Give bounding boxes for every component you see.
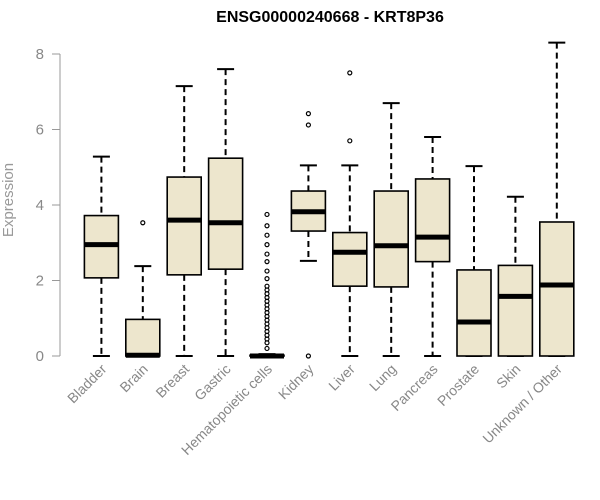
box-group [83,41,575,359]
y-axis-label: Expression [0,163,17,237]
box-0 [83,155,120,357]
box-iqr [456,269,492,357]
outlier-point [264,276,270,282]
x-tick-label: Breast [152,361,192,401]
box-10 [497,195,534,357]
outlier-point [264,211,270,218]
outlier-point [264,259,270,265]
x-tick-label: Bladder [64,361,110,407]
outlier-point [264,283,270,289]
outlier-point [264,242,270,248]
outlier-point [347,138,353,144]
y-tick-label: 8 [36,46,44,63]
box-iqr [497,264,534,357]
box-1 [125,220,161,358]
y-tick-label: 2 [36,273,44,290]
box-iqr [207,157,244,270]
box-9 [456,165,492,357]
x-tick-label: Brain [116,361,150,395]
outlier-point [305,111,311,117]
box-iqr [538,221,575,357]
x-tick-label: Skin [493,361,524,392]
outlier-point [305,353,311,359]
outlier-point [264,251,270,257]
box-8 [414,136,451,357]
box-7 [373,102,410,357]
outlier-point [347,70,353,76]
box-2 [166,85,202,357]
x-tick-label: Prostate [434,361,482,409]
x-tick-label: Unknown / Other [479,361,565,447]
outlier-point [140,220,146,226]
box-3 [207,68,244,357]
x-tick-label: Lung [366,361,399,394]
box-4 [249,211,285,359]
box-iqr [331,231,368,287]
y-tick-label: 0 [36,348,44,365]
box-iqr [373,190,410,288]
box-iqr [166,176,202,276]
y-tick-label: 4 [36,197,44,214]
chart-title: ENSG00000240668 - KRT8P36 [216,9,444,26]
y-axis: 0 2 4 6 8 [36,46,61,365]
box-5 [290,111,327,359]
outlier-point [264,232,270,238]
y-tick-label: 6 [36,122,44,139]
box-iqr [125,318,161,357]
outlier-point [264,223,270,229]
box-11 [538,41,575,357]
x-tick-label: Liver [325,361,358,394]
outlier-point [305,122,311,128]
outlier-point [264,345,270,352]
box-iqr [414,178,451,263]
x-tick-label: Kidney [275,361,317,403]
outlier-point [264,268,270,274]
box-6 [331,70,368,357]
